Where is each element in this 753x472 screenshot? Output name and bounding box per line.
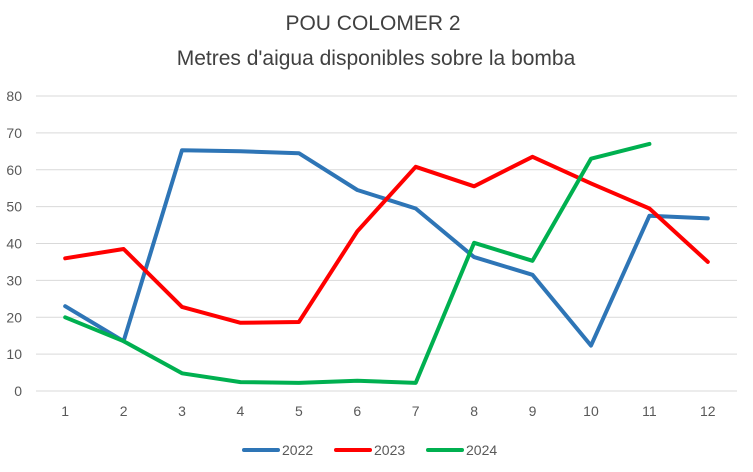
series-line-2022 — [63, 148, 710, 348]
series-line-2023 — [63, 154, 710, 325]
x-tick-label: 10 — [583, 403, 599, 419]
legend-label: 2022 — [282, 442, 313, 458]
x-tick-label: 11 — [642, 403, 657, 419]
x-tick-label: 5 — [295, 403, 303, 419]
x-tick-label: 9 — [529, 403, 537, 419]
y-tick-label: 30 — [6, 272, 22, 288]
y-tick-label: 10 — [6, 346, 22, 362]
x-tick-label: 7 — [412, 403, 420, 419]
chart-title: POU COLOMER 2 — [285, 12, 460, 35]
x-tick-label: 6 — [353, 403, 361, 419]
y-tick-label: 40 — [6, 236, 22, 252]
y-tick-label: 50 — [6, 199, 22, 215]
y-tick-label: 80 — [6, 88, 22, 104]
series-lines — [63, 141, 710, 385]
y-tick-label: 0 — [14, 383, 22, 399]
chart-subtitle: Metres d'aigua disponibles sobre la bomb… — [177, 47, 576, 70]
x-tick-label: 8 — [470, 403, 478, 419]
series-line-2024 — [63, 141, 652, 385]
x-tick-label: 1 — [61, 403, 69, 419]
y-tick-label: 20 — [6, 309, 22, 325]
legend-label: 2023 — [374, 442, 405, 458]
x-tick-label: 3 — [178, 403, 186, 419]
x-tick-label: 2 — [120, 403, 128, 419]
y-axis-tick-labels: 0 10 20 30 40 50 60 70 80 — [6, 88, 22, 399]
legend: 2022 2023 2024 — [242, 442, 497, 458]
y-tick-label: 70 — [6, 125, 22, 141]
y-tick-label: 60 — [6, 162, 22, 178]
x-tick-label: 12 — [700, 403, 716, 419]
gridlines — [36, 95, 737, 392]
x-axis-tick-labels: 1 2 3 4 5 6 7 8 9 10 11 12 — [61, 403, 715, 419]
legend-label: 2024 — [466, 442, 497, 458]
x-tick-label: 4 — [237, 403, 245, 419]
